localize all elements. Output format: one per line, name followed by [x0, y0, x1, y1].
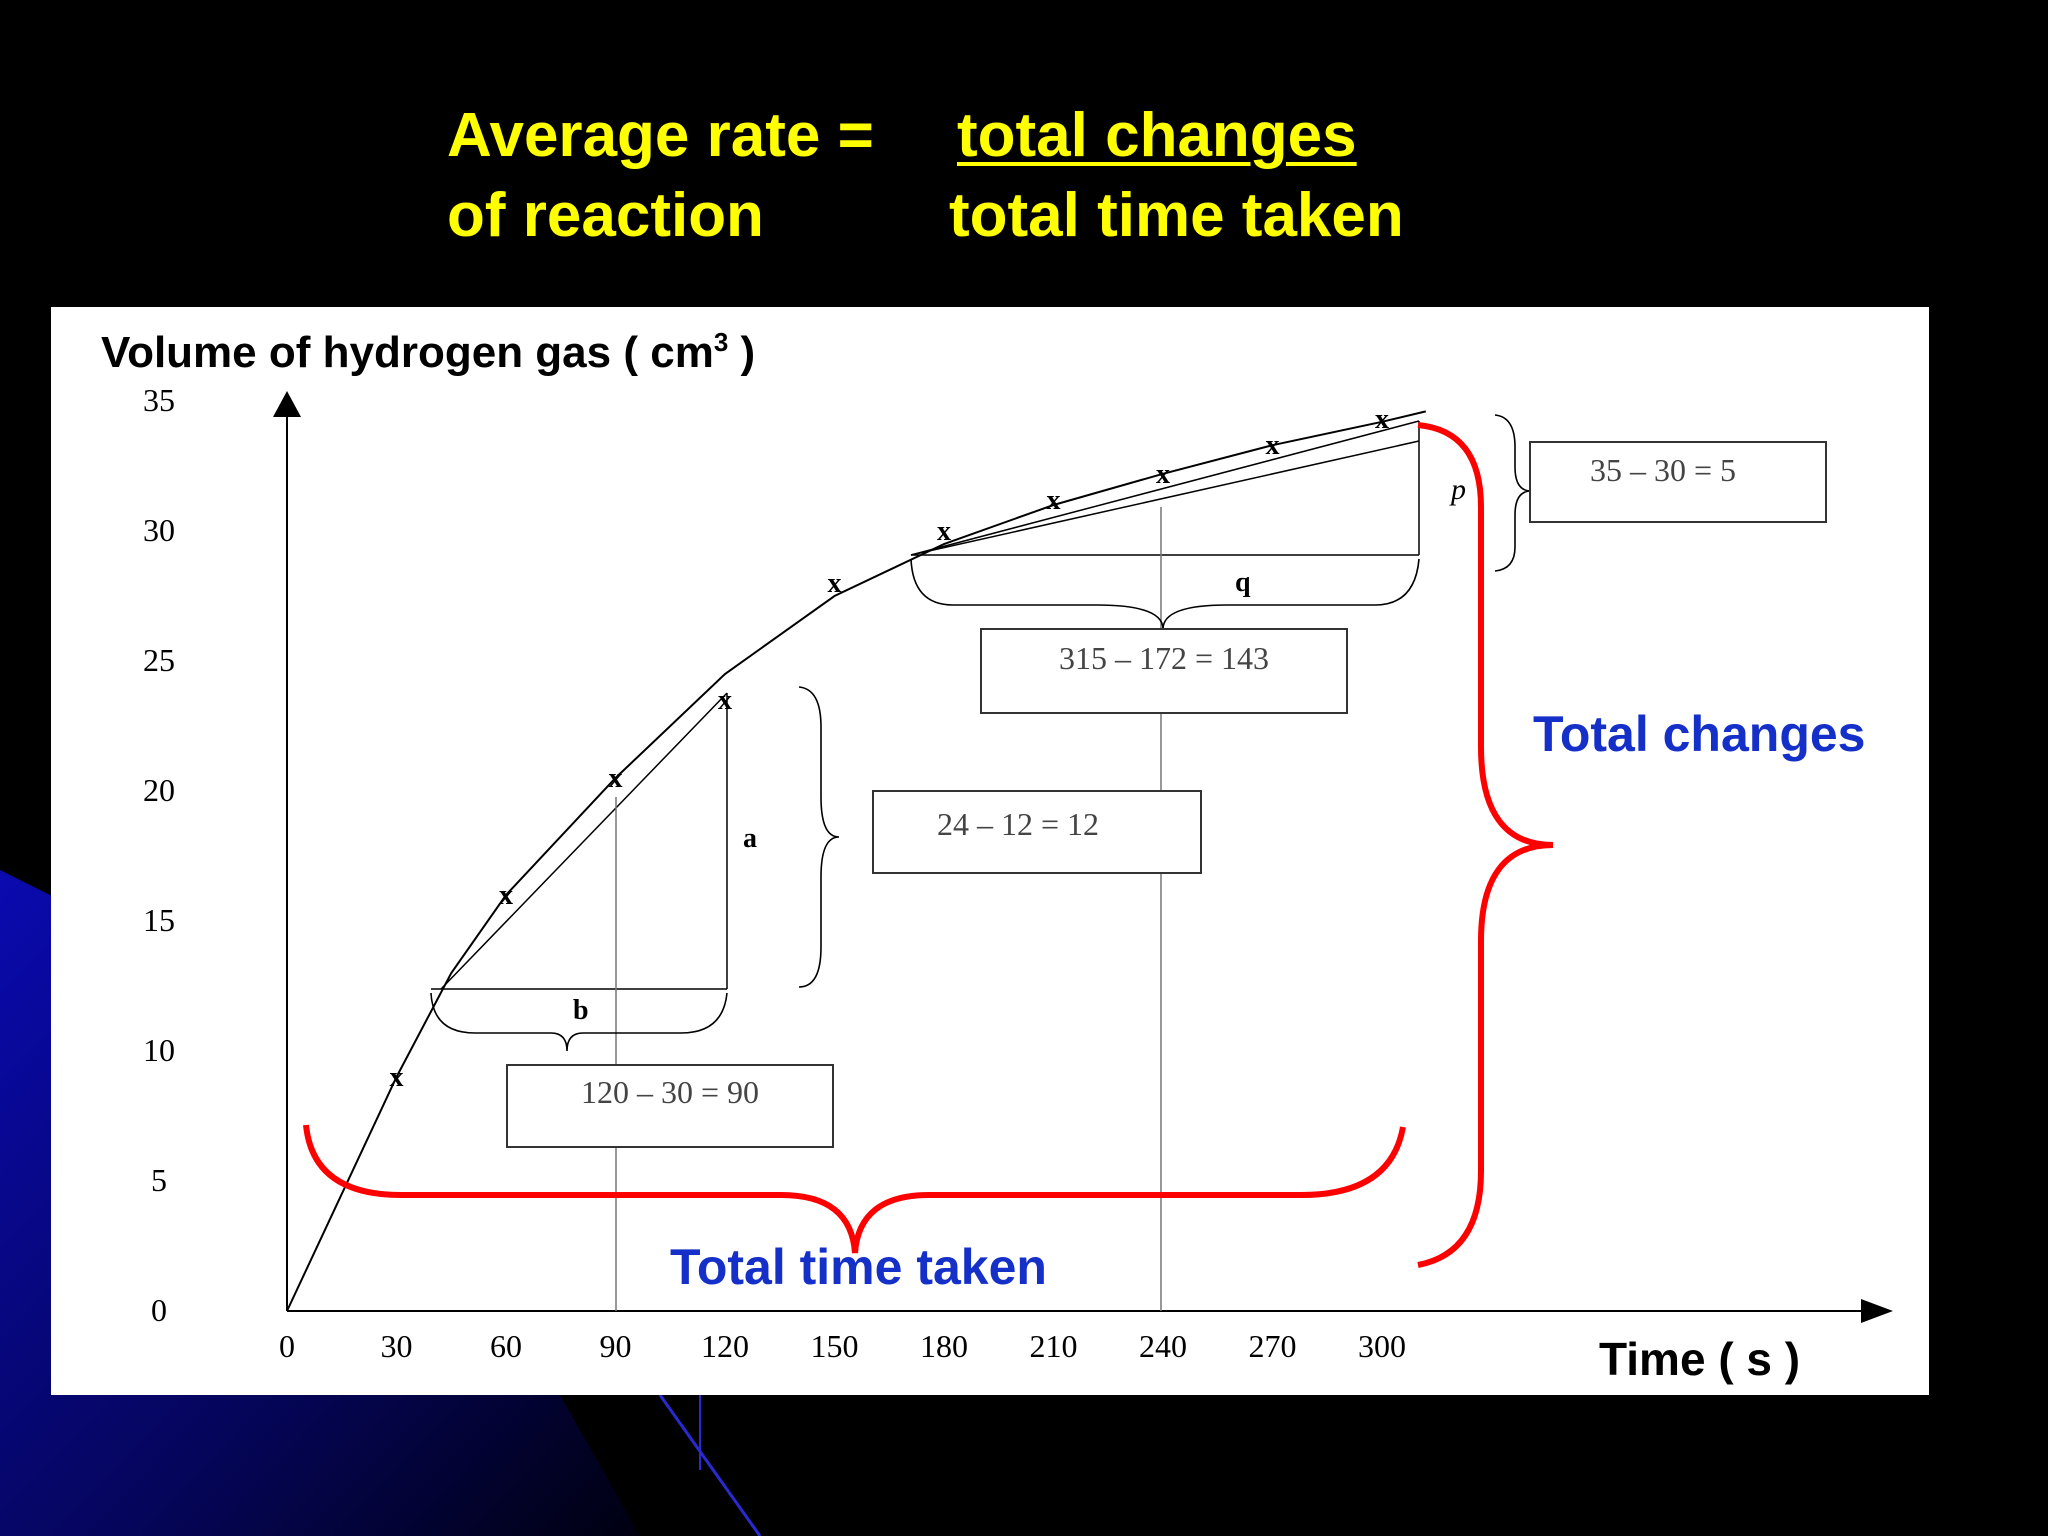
tangent-a-line	[440, 692, 728, 990]
calc-box-a: 24 – 12 = 12	[872, 790, 1202, 874]
red-brace-changes	[1417, 422, 1554, 1268]
y-tick-label: 10	[143, 1032, 175, 1068]
reaction-curve	[286, 410, 1427, 1312]
formula: Average rate = total changes of reaction…	[0, 0, 2048, 300]
data-point-marker: x	[499, 880, 513, 911]
data-point-marker: x	[828, 568, 842, 599]
y-tick-label: 15	[143, 902, 175, 938]
x-tick-label: 120	[701, 1328, 749, 1364]
y-axis-title: Volume of hydrogen gas ( cm3 )	[101, 327, 755, 377]
x-tick-label: 240	[1139, 1328, 1187, 1364]
data-markers: x x x x x x x x x x	[390, 404, 1390, 1093]
construction-lines	[431, 420, 1420, 1311]
x-tick-label: 150	[811, 1328, 859, 1364]
x-tick-label: 180	[920, 1328, 968, 1364]
x-tick-label: 60	[490, 1328, 522, 1364]
x-axis-title: Time ( s )	[1599, 1333, 1800, 1385]
x-tick-label: 30	[381, 1328, 413, 1364]
brace-a	[798, 686, 840, 988]
data-point-marker: x	[609, 763, 623, 794]
data-point-marker: x	[937, 516, 951, 547]
x-tick-label: 90	[600, 1328, 632, 1364]
x-tick-labels: 0 30 60 90 120 150 180 210 240 270 300	[279, 1328, 1406, 1364]
tangent-b-line-2	[910, 440, 1420, 556]
data-point-marker: x	[718, 685, 732, 716]
label-a: a	[743, 823, 757, 854]
formula-numerator: total changes	[957, 101, 1357, 170]
calc-box-p-text: 35 – 30 = 5	[1590, 452, 1736, 488]
tangent-b-line	[910, 420, 1420, 556]
y-tick-label: 20	[143, 772, 175, 808]
data-point-marker: x	[1375, 404, 1389, 435]
y-axis-title-sup: 3	[714, 327, 728, 357]
x-tick-label: 270	[1249, 1328, 1297, 1364]
total-changes-label: Total changes	[1533, 706, 1865, 762]
y-tick-label: 0	[151, 1292, 167, 1328]
y-axis-arrow	[273, 391, 301, 417]
total-time-taken-label: Total time taken	[670, 1239, 1047, 1295]
data-point-marker: x	[390, 1062, 404, 1093]
y-tick-label: 30	[143, 512, 175, 548]
y-tick-labels: 0 5 10 15 20 25 30 35	[143, 382, 175, 1328]
red-brace-time	[303, 1124, 1406, 1254]
x-axis-arrow	[1861, 1299, 1893, 1323]
formula-lhs-line1: Average rate =	[447, 101, 874, 170]
label-q: q	[1235, 567, 1251, 598]
label-p: p	[1449, 473, 1466, 506]
calc-box-p: 35 – 30 = 5	[1529, 441, 1827, 523]
x-tick-label: 300	[1358, 1328, 1406, 1364]
y-tick-label: 25	[143, 642, 175, 678]
y-tick-label: 35	[143, 382, 175, 418]
formula-denominator: total time taken	[949, 181, 1404, 250]
y-tick-label: 5	[151, 1162, 167, 1198]
x-tick-label: 210	[1030, 1328, 1078, 1364]
calc-box-b: 120 – 30 = 90	[506, 1064, 834, 1148]
calc-box-a-text: 24 – 12 = 12	[937, 806, 1099, 842]
calc-box-q: 315 – 172 = 143	[980, 628, 1348, 714]
label-b: b	[573, 995, 589, 1026]
x-tick-label: 0	[279, 1328, 295, 1364]
brace-b	[430, 992, 728, 1052]
formula-lhs-line2: of reaction	[447, 181, 764, 250]
calc-box-b-text: 120 – 30 = 90	[581, 1074, 759, 1110]
calc-box-q-text: 315 – 172 = 143	[1059, 640, 1269, 676]
y-axis-title-close: )	[728, 328, 755, 377]
data-point-marker: x	[1156, 459, 1170, 490]
data-point-marker: x	[1047, 485, 1061, 516]
rate-of-reaction-chart: Volume of hydrogen gas ( cm3 ) Time ( s …	[51, 307, 1929, 1395]
data-point-marker: x	[1266, 430, 1280, 461]
